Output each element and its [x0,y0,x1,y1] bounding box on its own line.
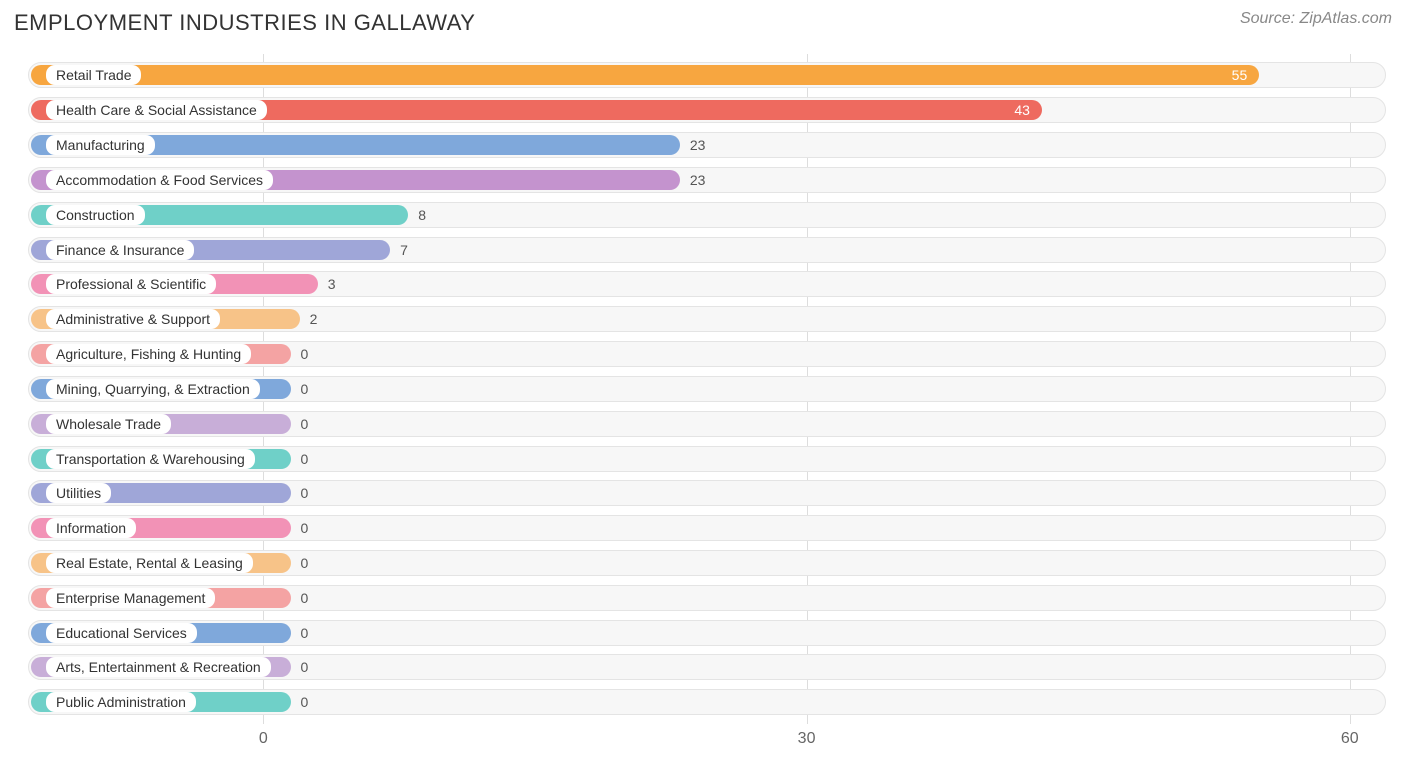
bar-label: Retail Trade [46,65,141,85]
bar-value: 2 [310,306,318,332]
bar-row: Finance & Insurance 7 [28,237,1386,263]
bar-row: Public Administration 0 [28,689,1386,715]
bar-label: Transportation & Warehousing [46,449,255,469]
bar-value: 0 [301,446,309,472]
bar-row: Wholesale Trade 0 [28,411,1386,437]
bar-label: Utilities [46,483,111,503]
bar-row: Construction 8 [28,202,1386,228]
bar-value: 7 [400,237,408,263]
chart-area: 55 Retail Trade 43 Health Care & Social Ass… [14,54,1392,754]
bar-row: Arts, Entertainment & Recreation 0 [28,654,1386,680]
bar-value: 0 [301,341,309,367]
bar-label: Finance & Insurance [46,240,194,260]
bar-row: Information 0 [28,515,1386,541]
chart-plot: 55 Retail Trade 43 Health Care & Social Ass… [28,54,1386,724]
bar-label: Accommodation & Food Services [46,170,273,190]
bar-value: 0 [301,620,309,646]
bar-value: 0 [301,654,309,680]
bar-row: Enterprise Management 0 [28,585,1386,611]
x-tick: 0 [259,730,268,748]
bar-value: 0 [301,550,309,576]
bar-row: Administrative & Support 2 [28,306,1386,332]
bar-row: Manufacturing 23 [28,132,1386,158]
bar-label: Educational Services [46,623,197,643]
bar-value: 0 [301,515,309,541]
bar-value: 23 [690,167,706,193]
bar-row: Agriculture, Fishing & Hunting 0 [28,341,1386,367]
chart-header: EMPLOYMENT INDUSTRIES IN GALLAWAY Source… [14,10,1392,36]
bar-value: 8 [418,202,426,228]
chart-title: EMPLOYMENT INDUSTRIES IN GALLAWAY [14,10,475,36]
bar-label: Wholesale Trade [46,414,171,434]
bar-value: 0 [301,585,309,611]
chart-bars: 55 Retail Trade 43 Health Care & Social Ass… [28,54,1386,724]
bar-label: Administrative & Support [46,309,220,329]
bar-value: 23 [690,132,706,158]
bar-value: 3 [328,271,336,297]
x-tick: 30 [798,730,816,748]
bar-label: Professional & Scientific [46,274,216,294]
bar-label: Manufacturing [46,135,155,155]
bar-label: Agriculture, Fishing & Hunting [46,344,251,364]
bar-row: Mining, Quarrying, & Extraction 0 [28,376,1386,402]
bar-value: 43 [1014,100,1030,120]
bar-label: Health Care & Social Assistance [46,100,267,120]
bar-row: Transportation & Warehousing 0 [28,446,1386,472]
bar-row: Accommodation & Food Services 23 [28,167,1386,193]
bar-value: 0 [301,480,309,506]
bar-value: 0 [301,376,309,402]
bar-value: 0 [301,689,309,715]
bar-row: 43 Health Care & Social Assistance [28,97,1386,123]
bar-label: Information [46,518,136,538]
x-axis: 0 30 60 [28,726,1386,754]
bar-label: Construction [46,205,145,225]
bar-row: Real Estate, Rental & Leasing 0 [28,550,1386,576]
bar-label: Enterprise Management [46,588,215,608]
bar-row: 55 Retail Trade [28,62,1386,88]
x-tick: 60 [1341,730,1359,748]
bar-fill: 55 [31,65,1259,85]
bar-label: Mining, Quarrying, & Extraction [46,379,260,399]
bar-label: Real Estate, Rental & Leasing [46,553,253,573]
bar-label: Public Administration [46,692,196,712]
chart-source: Source: ZipAtlas.com [1240,10,1392,28]
bar-row: Professional & Scientific 3 [28,271,1386,297]
bar-value: 0 [301,411,309,437]
bar-value: 55 [1232,65,1248,85]
bar-label: Arts, Entertainment & Recreation [46,657,271,677]
bar-row: Educational Services 0 [28,620,1386,646]
bar-row: Utilities 0 [28,480,1386,506]
